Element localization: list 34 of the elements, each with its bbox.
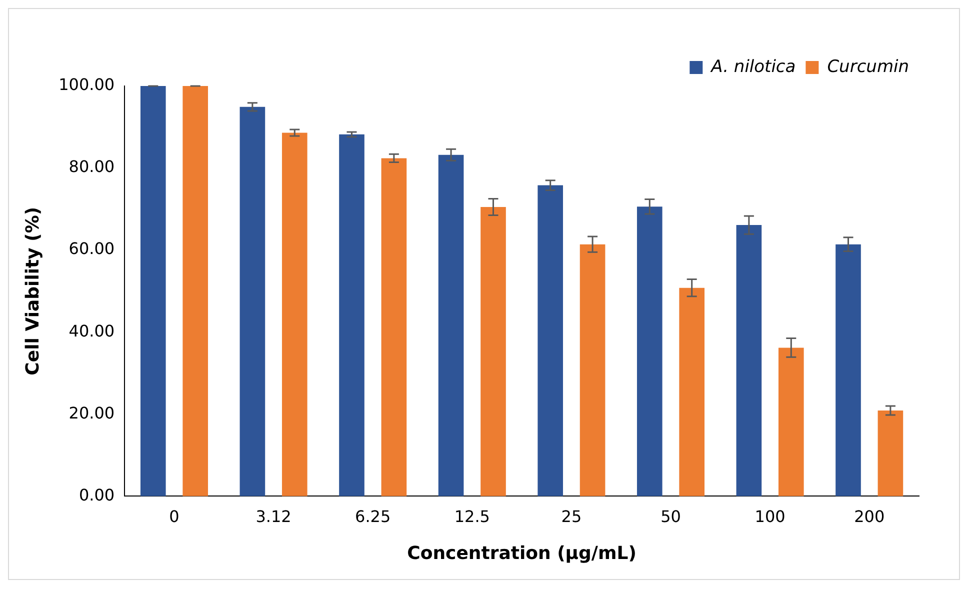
x-tick-label: 6.25 [355, 506, 391, 526]
bar [381, 158, 407, 496]
x-tick-label: 25 [561, 506, 582, 526]
x-tick-label: 0 [169, 506, 180, 526]
bar [240, 106, 266, 496]
x-tick-label: 50 [660, 506, 681, 526]
bar [538, 185, 564, 496]
y-tick-label: 80.00 [68, 157, 115, 176]
bar [679, 288, 705, 496]
x-axis-title: Concentration (μg/mL) [407, 542, 636, 564]
bar [836, 244, 861, 496]
y-tick-label: 60.00 [68, 239, 115, 258]
x-tick-label: 12.5 [454, 506, 490, 526]
y-tick-label: 100.00 [58, 75, 115, 94]
bar [438, 154, 464, 496]
bar [580, 244, 606, 496]
y-axis-title: Cell Viability (%) [22, 206, 44, 376]
y-tick-label: 0.00 [78, 485, 115, 504]
bar [878, 410, 904, 496]
bar [282, 132, 308, 496]
x-tick-label: 100 [754, 506, 786, 526]
legend-label: A. nilotica [710, 56, 796, 77]
bar [636, 206, 662, 496]
bar [339, 134, 364, 496]
bar [182, 86, 208, 496]
x-tick-label: 200 [854, 506, 885, 526]
bar [140, 86, 166, 496]
bar [778, 348, 804, 496]
bar [480, 207, 506, 496]
legend-label: Curcumin [827, 56, 909, 77]
x-tick-label: 3.12 [256, 506, 292, 526]
bar [736, 225, 762, 496]
y-tick-label: 40.00 [68, 321, 115, 340]
y-tick-label: 20.00 [68, 403, 115, 422]
